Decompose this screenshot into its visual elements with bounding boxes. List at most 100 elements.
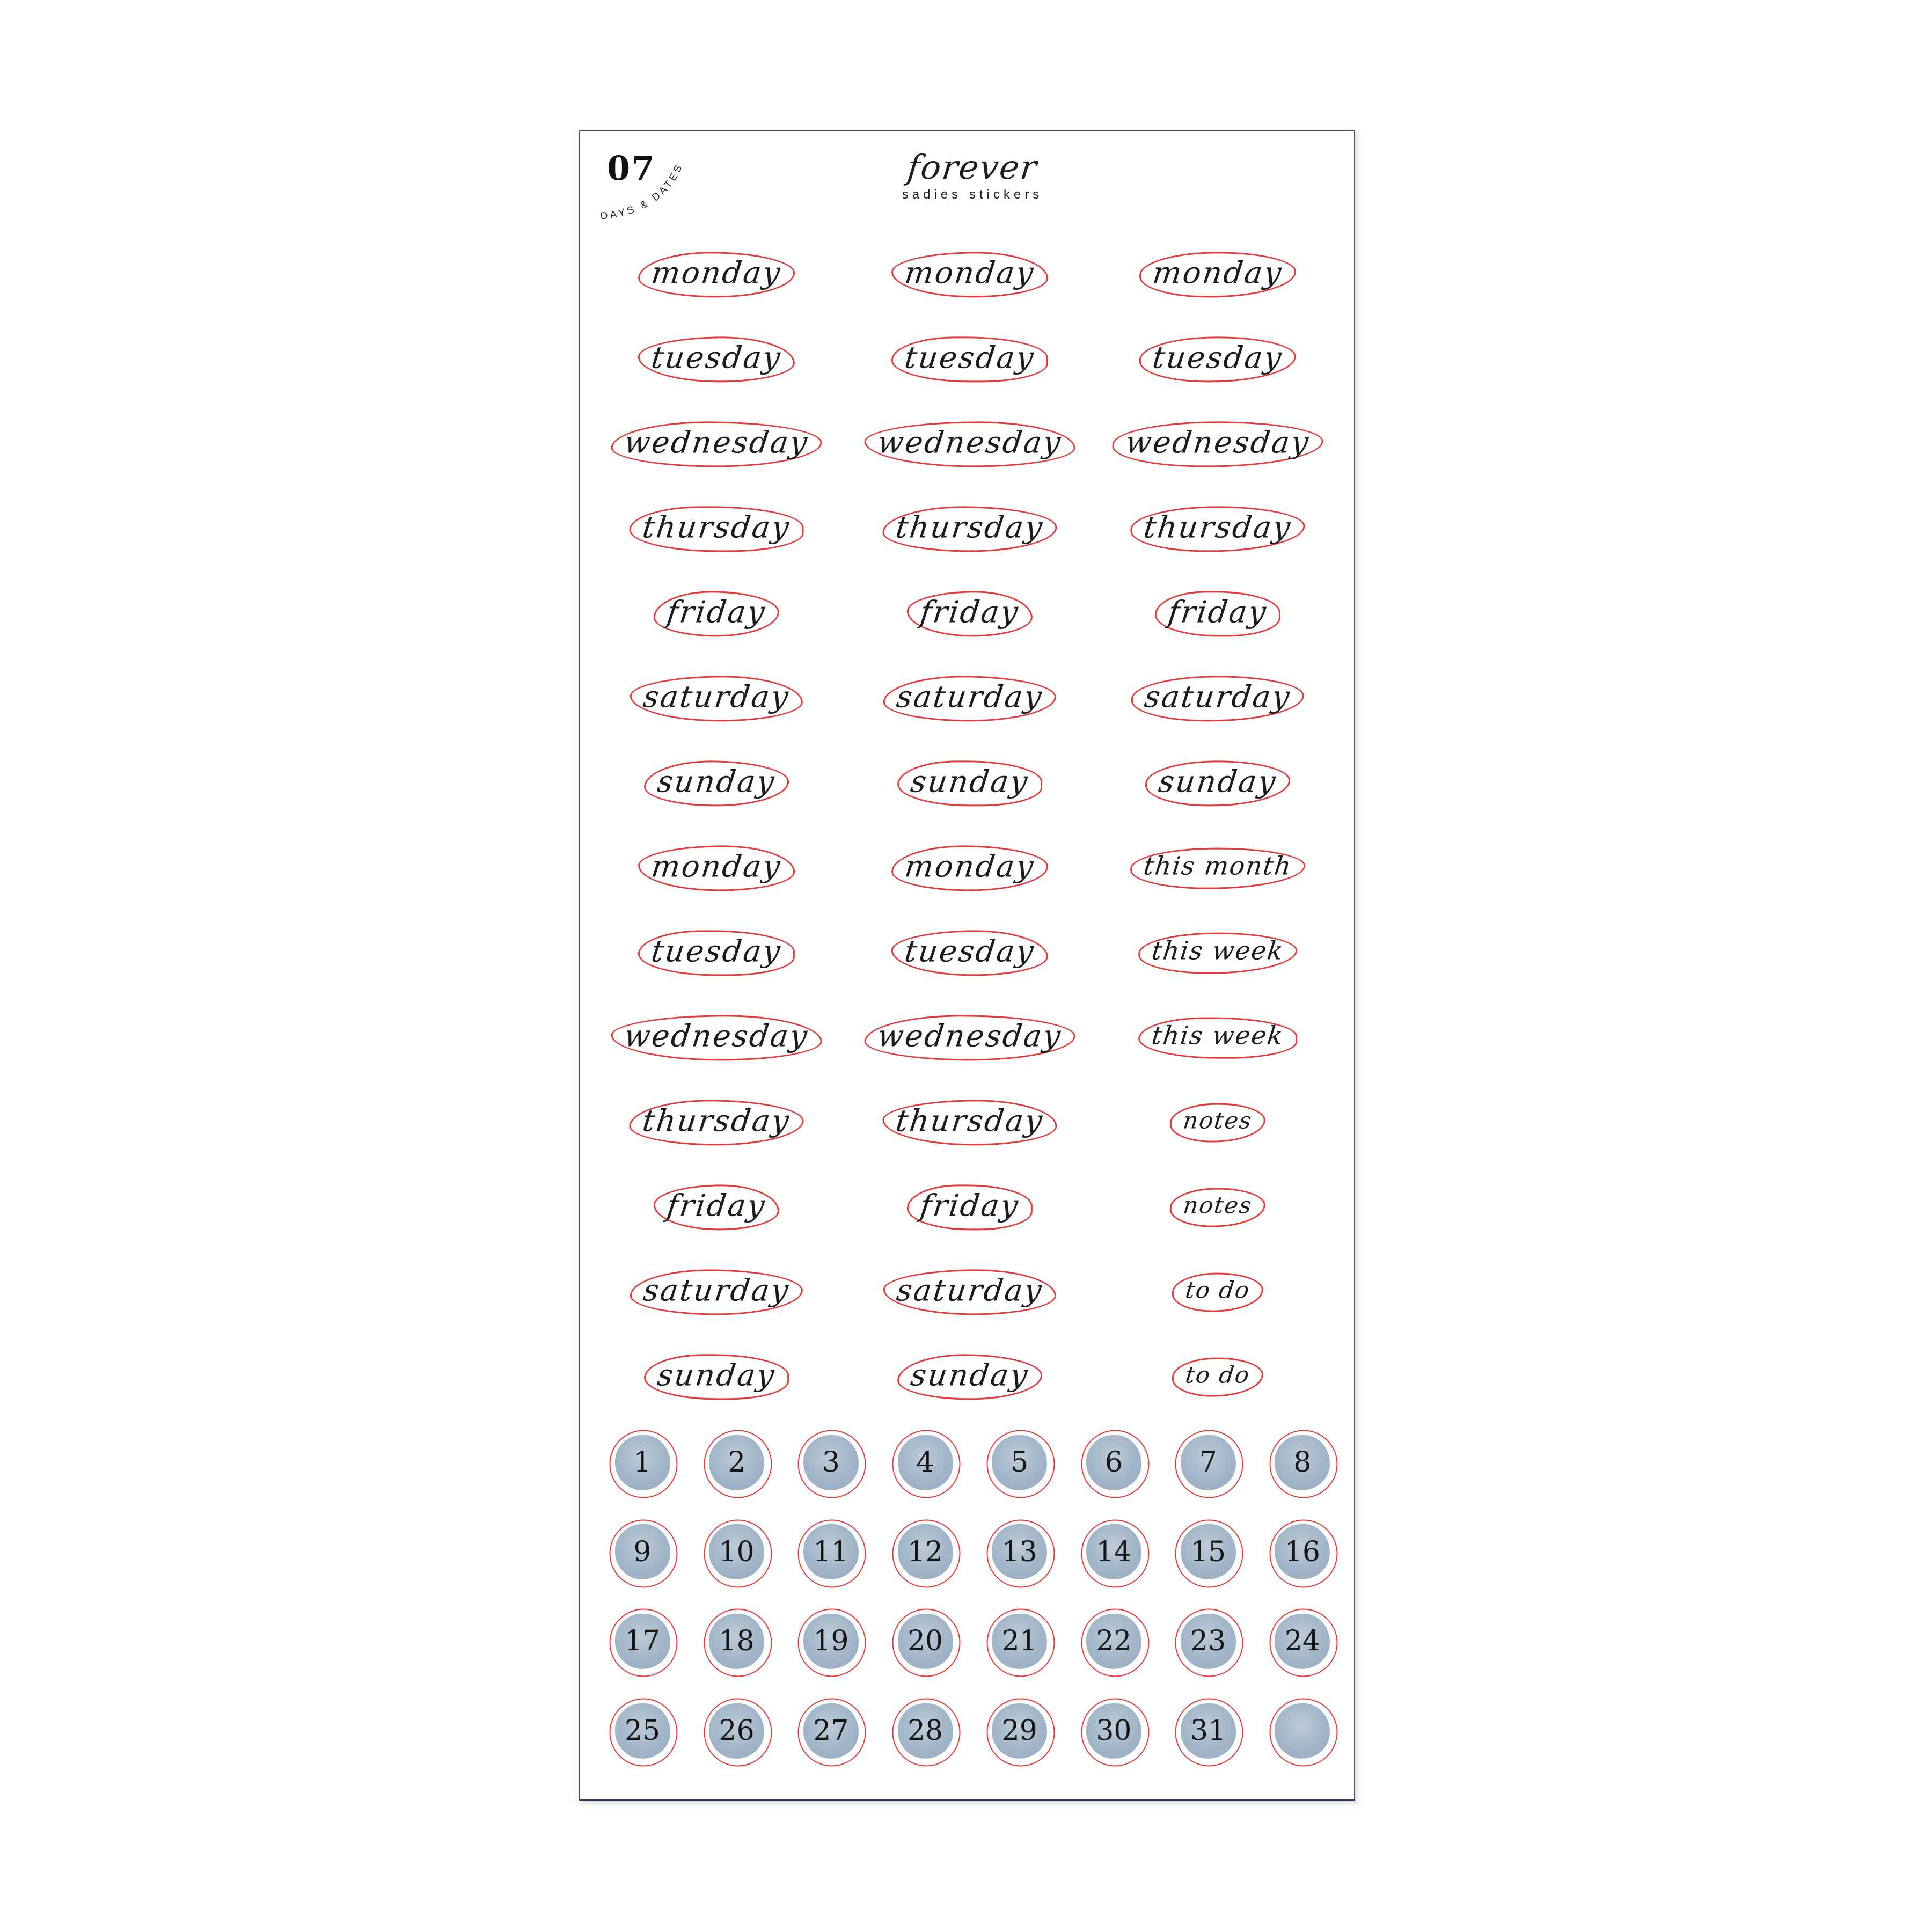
watercolor-blob: 19: [803, 1613, 859, 1669]
date-circle-sticker: 30: [1081, 1698, 1149, 1767]
sticker-label: sunday: [909, 764, 1031, 800]
date-circle-sticker: 6: [1081, 1430, 1149, 1498]
date-circle-sticker: 13: [986, 1519, 1055, 1588]
watercolor-blob: 14: [1086, 1524, 1141, 1580]
date-number: 15: [1190, 1535, 1226, 1568]
date-circle-sticker: 27: [797, 1698, 866, 1767]
word-sticker-saturday: saturday: [883, 1269, 1057, 1315]
word-sticker-to-do: to do: [1172, 1272, 1264, 1312]
badge-number: 07: [607, 149, 656, 188]
word-sticker-this-week: this week: [1138, 1017, 1297, 1059]
date-number: 2: [728, 1446, 746, 1479]
date-number: 19: [813, 1625, 849, 1658]
badge-arc: DAYS & DATES: [600, 161, 683, 222]
word-sticker-thursday: thursday: [1130, 506, 1305, 552]
date-circle-sticker: 8: [1269, 1430, 1338, 1498]
date-circle-sticker: 7: [1175, 1430, 1243, 1498]
date-number: 31: [1190, 1715, 1226, 1747]
sticker-label: wednesday: [622, 425, 811, 460]
sticker-label: saturday: [894, 1273, 1045, 1308]
word-sticker-sunday: sunday: [644, 760, 789, 807]
sticker-label: wednesday: [875, 425, 1064, 460]
word-sticker-friday: friday: [1154, 591, 1281, 637]
word-sticker-sunday: sunday: [897, 1354, 1042, 1400]
word-sticker-thursday: thursday: [629, 1100, 804, 1146]
watercolor-blob: 15: [1180, 1524, 1236, 1580]
watercolor-blob: [1275, 1703, 1330, 1759]
sticker-label: monday: [1151, 255, 1285, 291]
sticker-label: this week: [1150, 1021, 1286, 1051]
date-number: 17: [624, 1625, 661, 1658]
watercolor-blob: 5: [992, 1435, 1048, 1490]
sticker-label: tuesday: [1150, 340, 1285, 376]
word-sticker-sunday: sunday: [1145, 760, 1290, 807]
word-sticker-sunday: sunday: [644, 1354, 789, 1400]
date-number: 9: [633, 1535, 652, 1568]
sticker-label: friday: [664, 595, 769, 630]
date-number: 1: [633, 1446, 652, 1479]
watercolor-blob: 8: [1275, 1435, 1330, 1490]
date-circle-sticker: 12: [892, 1519, 961, 1588]
word-sticker-friday: friday: [906, 591, 1033, 637]
watercolor-blob: 25: [614, 1703, 670, 1759]
date-circle-sticker: 31: [1175, 1698, 1243, 1767]
watercolor-blob: 2: [709, 1435, 765, 1490]
date-number: 10: [719, 1535, 755, 1568]
date-number: 20: [907, 1625, 943, 1658]
date-circle-sticker: 28: [892, 1698, 961, 1767]
sticker-label: to do: [1183, 1362, 1252, 1389]
watercolor-blob: 24: [1275, 1613, 1330, 1669]
word-sticker-monday: monday: [1139, 252, 1296, 298]
date-circle-sticker: 24: [1269, 1608, 1338, 1677]
sticker-label: sunday: [1157, 764, 1279, 800]
sticker-label: sunday: [909, 1358, 1031, 1393]
date-circle-sticker: 14: [1081, 1519, 1149, 1588]
sticker-label: this week: [1150, 936, 1286, 966]
word-sticker-saturday: saturday: [630, 676, 803, 722]
sticker-label: saturday: [641, 679, 792, 715]
word-sticker-wednesday: wednesday: [864, 1015, 1075, 1061]
date-number: 24: [1284, 1625, 1320, 1658]
date-circle-sticker: 2: [704, 1430, 772, 1498]
date-number: 5: [1011, 1446, 1029, 1479]
sticker-label: friday: [918, 1188, 1022, 1224]
sticker-label: tuesday: [649, 340, 784, 376]
sticker-label: tuesday: [649, 934, 784, 969]
date-number: 6: [1104, 1446, 1123, 1479]
date-circle-sticker: 15: [1175, 1519, 1243, 1588]
date-number: 4: [916, 1446, 934, 1479]
date-number: 16: [1284, 1535, 1320, 1568]
date-circle-sticker: 10: [704, 1519, 772, 1588]
word-sticker-this-month: this month: [1130, 847, 1305, 889]
word-sticker-monday: monday: [638, 845, 795, 891]
sticker-label: friday: [1166, 595, 1270, 630]
watercolor-blob: 22: [1086, 1613, 1141, 1669]
date-number: 30: [1096, 1715, 1132, 1747]
watercolor-blob: 21: [992, 1613, 1048, 1669]
word-sticker-tuesday: tuesday: [638, 930, 795, 976]
date-circle-sticker: 21: [986, 1608, 1055, 1677]
sticker-label: tuesday: [902, 340, 1037, 376]
word-sticker-this-week: this week: [1138, 932, 1297, 974]
watercolor-blob: 6: [1086, 1435, 1141, 1490]
date-number: 8: [1293, 1446, 1312, 1479]
watercolor-blob: 17: [614, 1613, 670, 1669]
watercolor-blob: 3: [803, 1435, 859, 1490]
word-sticker-friday: friday: [653, 591, 780, 637]
word-sticker-monday: monday: [891, 252, 1048, 298]
sticker-label: thursday: [640, 510, 793, 545]
date-circle-sticker: 25: [609, 1698, 678, 1767]
sticker-label: to do: [1183, 1277, 1252, 1304]
brand-logo: forever sadies stickers: [811, 148, 1133, 201]
date-number: 27: [813, 1715, 849, 1747]
date-circle-sticker: 29: [986, 1698, 1055, 1767]
date-circle-blank: [1269, 1698, 1338, 1767]
word-sticker-wednesday: wednesday: [864, 421, 1075, 467]
watercolor-blob: 28: [897, 1703, 953, 1759]
watercolor-blob: 30: [1086, 1703, 1141, 1759]
date-number: 22: [1096, 1625, 1132, 1658]
date-circle-sticker: 1: [609, 1430, 678, 1498]
sticker-label: thursday: [1141, 510, 1294, 545]
word-sticker-thursday: thursday: [882, 506, 1057, 552]
date-circle-sticker: 19: [797, 1608, 866, 1677]
